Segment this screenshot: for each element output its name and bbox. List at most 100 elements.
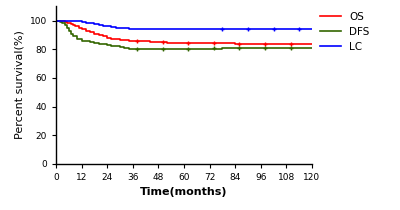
OS xyxy=(194,42,199,44)
LC xyxy=(284,28,289,30)
LC xyxy=(100,24,105,27)
OS xyxy=(182,42,186,44)
DFS xyxy=(100,43,105,46)
DFS xyxy=(62,24,67,26)
DFS xyxy=(105,44,110,46)
DFS xyxy=(271,47,276,49)
OS xyxy=(164,42,169,44)
OS xyxy=(156,41,161,43)
DFS xyxy=(68,32,73,35)
OS xyxy=(130,40,135,43)
DFS xyxy=(66,29,71,32)
OS xyxy=(68,23,73,25)
OS xyxy=(62,21,67,23)
DFS xyxy=(130,47,135,50)
DFS xyxy=(122,47,127,49)
DFS xyxy=(60,22,65,25)
DFS xyxy=(71,35,76,38)
LC xyxy=(126,28,131,30)
DFS xyxy=(64,26,69,29)
OS xyxy=(64,21,69,24)
LC xyxy=(182,28,186,30)
DFS xyxy=(79,39,84,42)
DFS xyxy=(156,47,161,50)
LC xyxy=(84,21,88,24)
OS xyxy=(310,42,314,45)
LC xyxy=(258,28,263,30)
DFS xyxy=(84,40,88,43)
OS xyxy=(79,28,84,30)
OS xyxy=(100,35,105,38)
OS xyxy=(60,20,65,23)
LC xyxy=(271,28,276,30)
DFS xyxy=(246,47,250,49)
LC xyxy=(62,19,67,22)
LC xyxy=(54,19,58,22)
DFS xyxy=(173,47,178,50)
OS xyxy=(233,42,238,45)
DFS xyxy=(220,47,225,49)
Line: LC: LC xyxy=(56,21,312,29)
DFS xyxy=(207,47,212,50)
LC xyxy=(156,28,161,30)
LC xyxy=(105,25,110,28)
LC xyxy=(75,20,80,23)
OS xyxy=(58,19,63,22)
LC xyxy=(207,28,212,30)
OS xyxy=(207,42,212,44)
DFS xyxy=(92,42,97,44)
OS xyxy=(246,42,250,45)
OS xyxy=(73,24,78,27)
DFS xyxy=(297,47,302,49)
DFS xyxy=(88,41,92,43)
DFS xyxy=(75,38,80,41)
Legend: OS, DFS, LC: OS, DFS, LC xyxy=(320,12,369,52)
DFS xyxy=(284,47,289,49)
OS xyxy=(297,42,302,45)
DFS xyxy=(109,45,114,47)
OS xyxy=(220,42,225,44)
OS xyxy=(258,42,263,45)
LC xyxy=(297,28,302,30)
LC xyxy=(118,27,122,30)
LC xyxy=(96,24,101,26)
OS xyxy=(126,39,131,42)
LC xyxy=(246,28,250,30)
OS xyxy=(77,26,82,29)
DFS xyxy=(194,47,199,50)
LC xyxy=(92,23,97,25)
DFS xyxy=(58,21,63,23)
LC xyxy=(71,19,76,22)
OS xyxy=(109,37,114,40)
DFS xyxy=(118,46,122,48)
OS xyxy=(139,40,144,43)
OS xyxy=(56,19,60,22)
LC xyxy=(220,28,225,30)
DFS xyxy=(126,47,131,50)
OS xyxy=(148,41,152,43)
OS xyxy=(284,42,289,45)
Line: DFS: DFS xyxy=(56,21,312,49)
OS xyxy=(75,25,80,28)
DFS xyxy=(148,47,152,50)
LC xyxy=(109,26,114,28)
DFS xyxy=(96,42,101,45)
LC xyxy=(88,22,92,25)
X-axis label: Time(months): Time(months) xyxy=(140,187,228,197)
OS xyxy=(122,39,127,41)
OS xyxy=(66,22,71,25)
DFS xyxy=(113,45,118,48)
DFS xyxy=(182,47,186,50)
LC xyxy=(79,21,84,23)
DFS xyxy=(54,19,58,22)
OS xyxy=(71,24,76,26)
DFS xyxy=(139,47,144,50)
OS xyxy=(173,42,178,44)
OS xyxy=(84,29,88,32)
OS xyxy=(88,31,92,33)
DFS xyxy=(310,47,314,49)
OS xyxy=(96,34,101,36)
LC xyxy=(130,28,135,30)
DFS xyxy=(233,47,238,49)
LC xyxy=(310,28,314,30)
